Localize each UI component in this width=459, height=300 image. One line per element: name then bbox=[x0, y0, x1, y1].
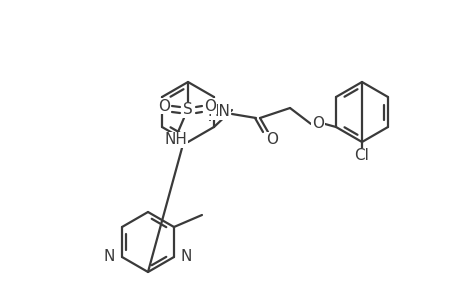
Text: O: O bbox=[203, 98, 216, 113]
Text: O: O bbox=[311, 116, 323, 131]
Text: O: O bbox=[157, 98, 170, 113]
Text: N: N bbox=[103, 250, 115, 265]
Text: S: S bbox=[183, 103, 192, 118]
Text: NH: NH bbox=[164, 133, 187, 148]
Text: Cl: Cl bbox=[354, 148, 369, 164]
Text: HN: HN bbox=[207, 104, 230, 119]
Text: O: O bbox=[265, 133, 277, 148]
Text: N: N bbox=[180, 250, 192, 265]
